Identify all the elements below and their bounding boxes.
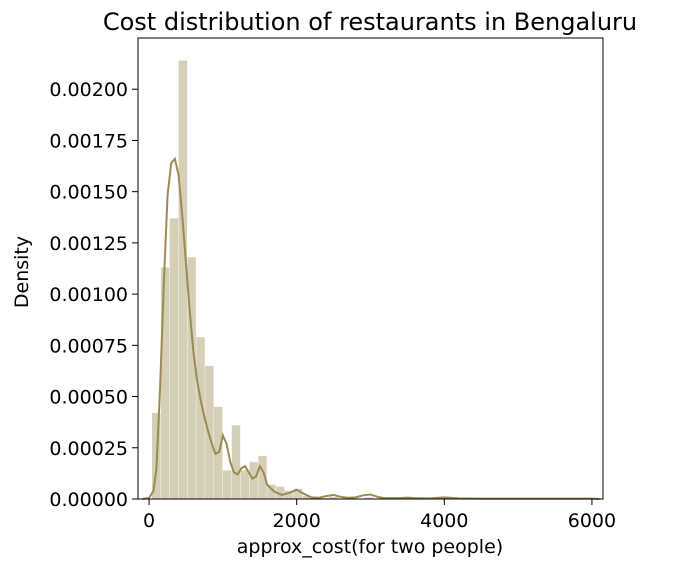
y-tick-label: 0.00050 [49, 387, 128, 409]
histogram-bar [169, 218, 179, 499]
histogram-bar [258, 455, 267, 499]
y-tick-label: 0.00125 [49, 233, 128, 255]
histogram-bar [284, 490, 294, 499]
histogram-bar [231, 425, 241, 499]
y-tick-label: 0.00100 [49, 284, 128, 306]
histogram-bar [196, 337, 205, 499]
y-axis-ticks: 0.00000 0.00025 0.00050 0.00075 0.00100 0.001… [49, 79, 138, 511]
histogram-bar [329, 496, 338, 499]
x-tick-label: 4000 [420, 510, 468, 532]
y-tick-label: 0.00150 [49, 182, 128, 204]
x-tick-label: 6000 [568, 510, 616, 532]
y-tick-label: 0.00025 [49, 438, 128, 460]
kde-curve [142, 156, 600, 500]
chart-title: Cost distribution of restaurants in Beng… [103, 8, 637, 36]
histogram-bar [267, 484, 276, 499]
x-tick-label: 2000 [273, 510, 321, 532]
x-axis-ticks: 0 2000 4000 6000 [143, 499, 616, 532]
y-tick-label: 0.00075 [49, 335, 128, 357]
histogram-bar [364, 497, 374, 499]
y-tick-label: 0.00000 [49, 489, 128, 511]
histogram-bar [276, 486, 285, 499]
histogram-bar [302, 495, 312, 499]
y-axis-label: Density [11, 236, 33, 308]
x-tick-label: 0 [143, 510, 155, 532]
plot-frame [137, 37, 604, 500]
y-tick-label: 0.00175 [49, 130, 128, 152]
histogram-bar [249, 462, 258, 499]
histogram-bar [222, 470, 232, 499]
histogram-bars [152, 60, 595, 499]
histogram-bar [293, 488, 303, 499]
x-axis-label: approx_cost(for two people) [237, 536, 503, 558]
histogram-bar [178, 60, 188, 499]
y-tick-label: 0.00200 [49, 79, 128, 101]
histogram-bar [187, 257, 196, 499]
histogram-bar [240, 470, 250, 499]
histogram-bar [160, 267, 170, 499]
